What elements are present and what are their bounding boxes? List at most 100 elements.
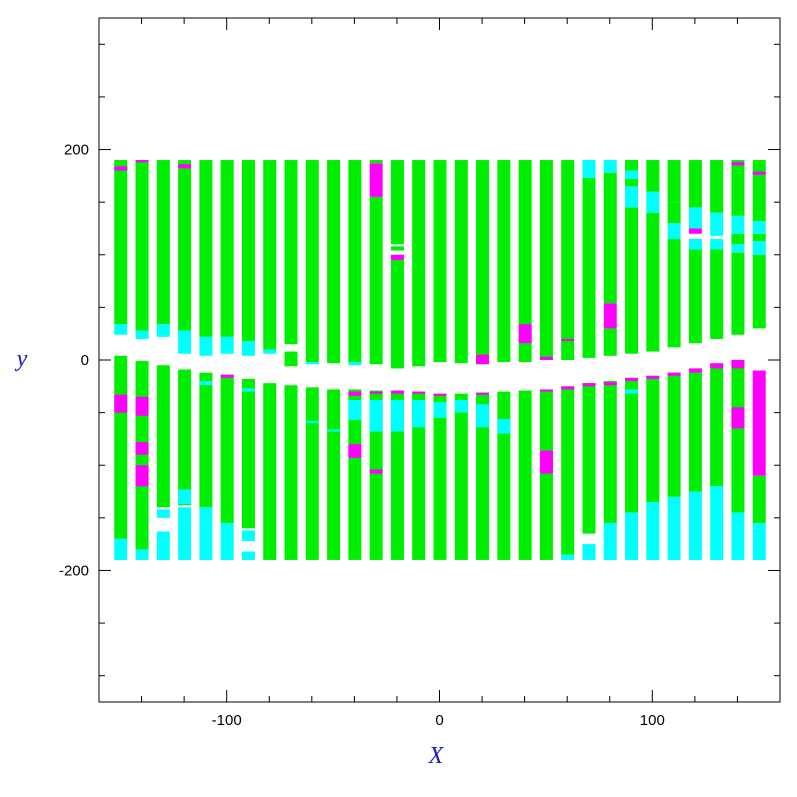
strip-segment-upper-green <box>752 233 766 242</box>
strip-segment-lower-magenta <box>135 396 149 416</box>
strip-segment-lower-green <box>263 383 277 560</box>
strip-segment-upper-magenta <box>561 338 575 342</box>
strip-x--40 <box>348 160 362 560</box>
strip-segment-lower-green <box>518 390 532 560</box>
strip-segment-upper-green <box>369 160 383 164</box>
strip-segment-upper-green <box>625 207 639 354</box>
strip-segment-lower-magenta <box>646 375 660 379</box>
strip-x--120 <box>178 160 192 560</box>
strip-segment-upper-green <box>284 351 298 367</box>
strip-segment-lower-cyan <box>646 502 660 560</box>
strip-segment-lower-magenta <box>688 368 702 373</box>
strip-segment-lower-cyan <box>454 399 468 413</box>
strip-segment-upper-green <box>752 160 766 222</box>
strip-segment-upper-cyan <box>114 324 128 335</box>
strip-segment-upper-magenta <box>390 254 404 261</box>
strip-segment-lower-magenta <box>220 374 234 378</box>
strip-segment-lower-cyan <box>241 551 255 560</box>
strip-x--140 <box>135 160 149 560</box>
strip-segment-upper-green <box>561 160 575 360</box>
strip-segment-upper-green <box>390 160 404 245</box>
strip-x--10 <box>412 160 426 560</box>
strip-segment-lower-green <box>710 364 724 487</box>
strip-segment-lower-magenta <box>369 391 383 394</box>
strip-x-150 <box>752 160 766 560</box>
strip-segment-upper-cyan <box>731 244 745 253</box>
strip-segment-upper-magenta <box>369 163 383 197</box>
strip-x--100 <box>220 160 234 560</box>
strip-segment-lower-cyan <box>114 538 128 560</box>
strip-segment-upper-green <box>348 160 362 363</box>
strip-segment-upper-green <box>220 160 234 337</box>
axis-tick-labels: -100 0 100 -200 0 200 <box>59 142 665 730</box>
strip-segment-lower-green <box>688 368 702 492</box>
strip-segment-lower-magenta <box>433 393 447 396</box>
strip-segment-lower-green <box>220 374 234 524</box>
strip-segment-upper-green <box>667 160 681 203</box>
strip-segment-upper-cyan <box>752 221 766 234</box>
strip-segment-lower-green <box>752 475 766 524</box>
strip-segment-lower-cyan <box>390 399 404 432</box>
strip-segment-upper-cyan <box>241 341 255 356</box>
strip-segment-lower-cyan <box>156 509 170 518</box>
strip-segment-lower-green <box>199 372 213 508</box>
strip-segment-lower-cyan <box>369 399 383 432</box>
strip-segment-upper-green <box>731 252 745 335</box>
strip-segment-lower-magenta <box>135 442 149 455</box>
strip-x-70 <box>582 160 596 560</box>
strip-segment-lower-cyan <box>582 544 596 560</box>
strip-segment-lower-green <box>667 372 681 497</box>
strip-segment-upper-cyan <box>199 336 213 356</box>
x-tick-label: -100 <box>212 712 242 729</box>
strip-segment-lower-cyan <box>710 486 724 560</box>
strip-segment-lower-magenta <box>476 392 490 395</box>
strip-x-90 <box>625 160 639 560</box>
strip-segment-upper-green <box>731 160 745 216</box>
strip-segment-lower-magenta <box>603 382 617 386</box>
strip-segment-upper-green <box>390 246 404 251</box>
strip-segment-lower-magenta <box>667 372 681 376</box>
strip-x--20 <box>390 160 404 560</box>
strip-segment-upper-cyan <box>156 324 170 337</box>
strip-segment-lower-cyan <box>476 404 490 428</box>
strip-segment-lower-cyan <box>156 531 170 560</box>
strip-segment-lower-magenta <box>710 363 724 369</box>
strip-segment-upper-cyan <box>625 170 639 179</box>
strip-segment-upper-green <box>710 249 724 339</box>
strip-segment-lower-green <box>561 386 575 555</box>
strip-segment-lower-magenta <box>752 370 766 476</box>
strip-segment-lower-green <box>390 391 404 560</box>
strip-segment-upper-green <box>710 160 724 213</box>
strip-segment-lower-magenta <box>625 377 639 382</box>
strip-segment-upper-green <box>156 160 170 325</box>
strip-segment-lower-green <box>433 393 447 560</box>
strip-segment-lower-green <box>646 375 660 503</box>
strip-segment-upper-green <box>603 328 617 356</box>
strip-x--60 <box>305 160 319 560</box>
strip-segment-upper-cyan <box>731 215 745 234</box>
strip-segment-upper-cyan <box>582 160 596 178</box>
strip-segment-upper-green <box>688 249 702 344</box>
strip-segment-upper-green <box>731 233 745 245</box>
strip-segment-upper-cyan <box>263 349 277 354</box>
strip-x-110 <box>667 160 681 560</box>
axis-ticks <box>98 18 781 702</box>
strip-segment-lower-magenta <box>412 391 426 394</box>
strip-segment-lower-green <box>178 369 192 506</box>
strip-segment-lower-cyan <box>199 507 213 560</box>
strip-segment-upper-magenta <box>539 356 553 360</box>
strip-segment-upper-cyan <box>688 207 702 229</box>
strip-segment-lower-cyan <box>433 402 447 418</box>
strip-segment-lower-cyan <box>199 381 213 386</box>
strip-segment-lower-cyan <box>178 507 192 560</box>
strip-segment-lower-cyan <box>327 429 341 432</box>
strip-segment-lower-cyan <box>667 496 681 560</box>
strip-segment-lower-green <box>241 378 255 529</box>
strip-segment-lower-cyan <box>241 388 255 392</box>
strip-segment-upper-cyan <box>305 362 319 365</box>
strip-segment-upper-green <box>178 160 192 331</box>
strip-segment-upper-green <box>582 177 596 358</box>
strip-segment-lower-magenta <box>348 391 362 396</box>
strip-x-80 <box>603 160 617 560</box>
strip-segment-lower-magenta <box>539 450 553 474</box>
